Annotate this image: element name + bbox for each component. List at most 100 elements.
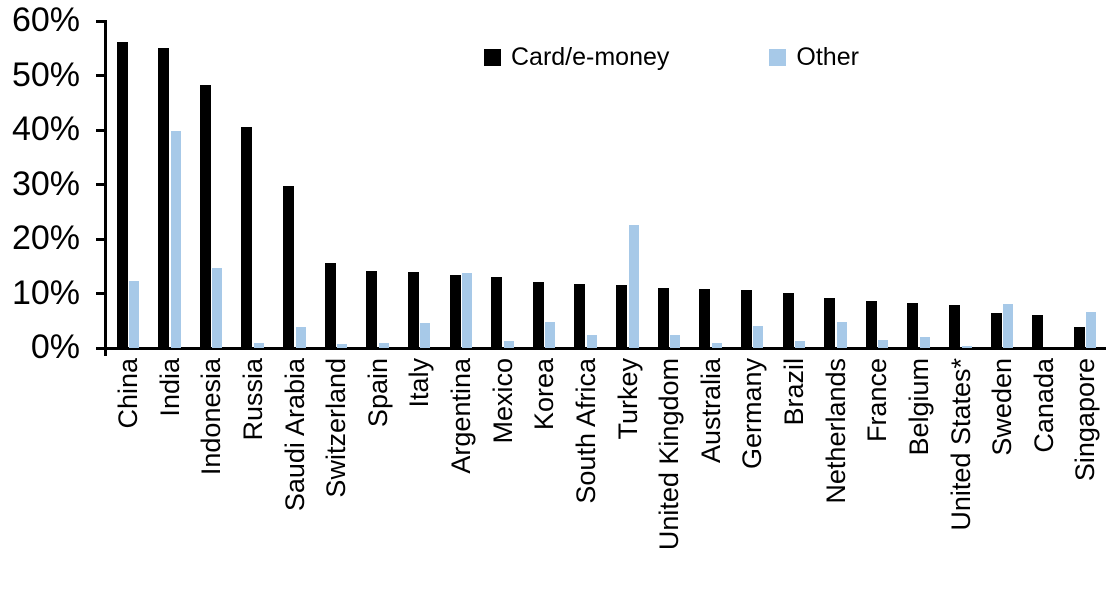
x-axis-label: Italy [404,358,435,408]
bar-card-emoney [616,285,627,348]
bar-card-emoney [865,301,877,348]
x-axis-label: Australia [695,358,726,464]
bar-card-emoney [657,288,669,348]
bar-card-emoney [116,42,128,348]
bar-other [795,341,805,348]
y-axis-label: 20% [11,219,80,257]
y-axis-tick [96,292,106,295]
x-axis-label: Saudi Arabia [279,358,310,512]
bar-other [378,343,389,348]
x-axis-label: Russia [237,358,268,441]
x-axis-label: Netherlands [820,358,851,504]
x-axis-label: Sweden [987,358,1018,456]
bar-other [670,335,681,348]
y-axis-tick [96,183,106,186]
bar-other [836,322,847,348]
x-axis-label: Spain [362,358,393,428]
legend-label-card-emoney: Card/e-money [511,43,670,71]
bar-other [1086,312,1097,348]
category-group [231,21,273,348]
y-axis-label: 40% [11,110,80,148]
bar-other [586,335,597,348]
bar-card-emoney [782,293,794,348]
category-group [606,21,648,348]
bar-card-emoney [699,289,711,348]
category-group [730,21,772,348]
x-axis-label: Germany [737,358,768,470]
bar-card-emoney [407,272,419,348]
bar-card-emoney [1073,327,1085,348]
y-axis-label: 0% [30,328,80,366]
category-group [1063,21,1105,348]
bar-card-emoney [366,271,378,348]
bar-other [170,131,181,348]
x-axis-label: Switzerland [321,358,352,498]
bar-card-emoney [740,290,752,348]
bar-other [628,225,639,348]
bar-other [545,322,556,348]
bar-other [503,341,514,348]
bar-other [462,273,472,348]
x-axis-label: Brazil [779,358,809,426]
legend-item-other: Other [769,40,859,74]
y-axis-tick [96,19,106,23]
bar-card-emoney [907,303,919,348]
y-axis-line [104,20,107,356]
x-axis-label: China [113,358,143,429]
category-group [273,21,315,348]
bar-card-emoney [158,48,170,348]
category-group [1022,21,1064,348]
bar-card-emoney [1032,315,1044,348]
bar-card-emoney [449,275,461,348]
legend-label-other: Other [796,43,859,71]
bar-other [212,268,223,348]
y-axis-label: 50% [11,55,80,94]
x-axis-label: Korea [529,358,560,431]
x-axis-label: Mexico [487,358,518,444]
bar-card-emoney [241,127,253,348]
bar-other [961,346,972,348]
category-group [189,21,231,348]
category-group [814,21,856,348]
y-axis-label: 30% [11,164,80,203]
x-axis-label: France [862,358,893,443]
bar-card-emoney [324,263,336,348]
category-group [106,21,148,348]
bar-card-emoney [990,313,1002,348]
y-axis-label: 60% [11,1,80,39]
category-group [439,21,481,348]
category-group [689,21,731,348]
bar-card-emoney [199,85,211,348]
x-axis-label: Belgium [903,358,934,456]
bar-other [878,340,889,348]
bar-other [919,337,930,348]
chart-legend: Card/e-money Other [484,40,859,74]
y-axis-tick [96,237,106,241]
bar-other [753,326,764,348]
legend-swatch-other [769,48,787,66]
category-group [897,21,939,348]
bar-other [253,343,264,348]
x-axis-label: Indonesia [196,358,227,476]
x-axis-label: South Africa [570,358,601,504]
bar-other [420,323,431,348]
category-group [939,21,981,348]
x-axis-label: Singapore [1070,358,1101,482]
bar-other [711,343,722,348]
x-axis-line [96,347,1106,350]
category-group [148,21,190,348]
bar-card-emoney [491,277,503,348]
x-axis-label: Canada [1028,358,1059,453]
legend-swatch-card-emoney [484,48,501,66]
x-axis-label: United Kingdom [654,358,685,551]
bar-card-emoney [283,186,294,348]
plot-area [106,21,1105,348]
category-group [980,21,1022,348]
bar-card-emoney [824,298,836,348]
legend-item-card-emoney: Card/e-money [484,40,669,74]
bar-other [1003,304,1014,348]
category-group [356,21,398,348]
category-group [564,21,606,348]
y-axis-label: 10% [11,273,80,312]
